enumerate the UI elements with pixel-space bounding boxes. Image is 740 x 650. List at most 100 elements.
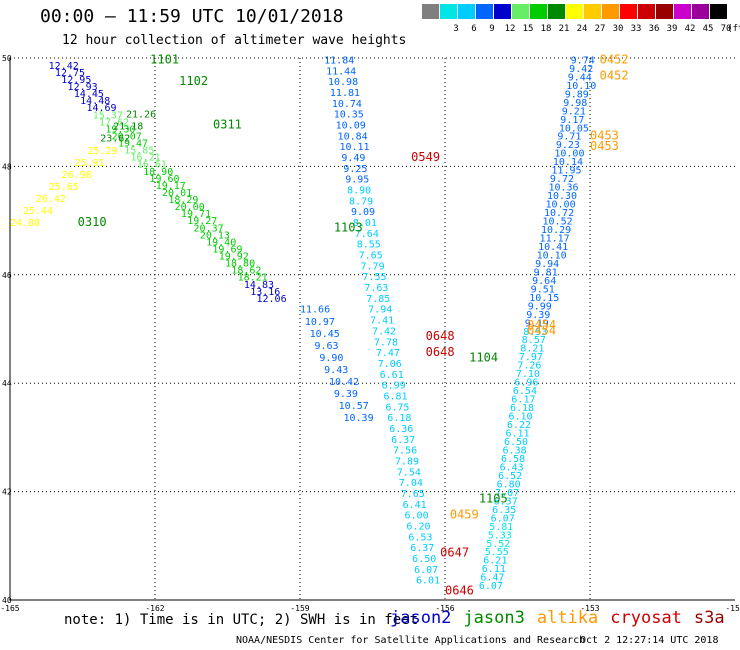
swh-value-jason2: 5.33 [488,530,512,541]
swh-value-jason2: 10.05 [559,123,589,134]
swh-value-jason3: 19.60 [149,174,179,185]
swh-value-jason3: 20.07 [112,131,142,142]
swh-value-jason2: 7.47 [376,348,400,359]
swh-value-jason2: 6.38 [503,445,527,456]
legend-swatch [692,4,709,19]
lon-label: -159 [290,604,309,613]
swh-value-jason3: 21.18 [113,122,143,133]
swh-value-jason3: 19.92 [219,252,249,263]
swh-value-jason2: 6.50 [504,437,528,448]
swh-value-jason2: 10.00 [554,149,584,160]
legend-label: 45 [702,24,714,34]
lat-label: 48 [2,162,12,171]
swh-value-jason3: 14.69 [86,103,116,114]
satellite-jason3: jason3 [463,608,525,628]
swh-value-jason2: 6.75 [385,402,409,413]
swh-value-jason2: 7.54 [397,467,421,478]
track-time-cryosat: 0648 [426,329,455,343]
swh-value-jason2: 8.01 [353,218,377,229]
track-time-altika: 0452 [600,69,629,83]
legend-label: 24 [576,24,588,34]
lon-label: -150 [725,604,740,613]
lon-label: -156 [435,604,454,613]
legend-swatch [602,4,619,19]
lat-label: 46 [2,271,12,280]
swh-value-jason2: 7.65 [401,489,425,500]
swh-value-jason2: 9.39 [334,389,358,400]
generation-timestamp: Oct 2 12:27:14 UTC 2018 [580,635,719,646]
swh-value-jason2: 7.64 [355,229,379,240]
swh-value-jason2: 6.37 [391,435,415,446]
swh-value-jason2: 10.29 [541,225,571,236]
satellite-legend: jason2 jason3 altika cryosat s3a [390,608,737,628]
track-time-cryosat: 0646 [445,584,474,598]
swh-value-jason2: 9.64 [532,276,556,287]
swh-value-jason2: 9.51 [531,284,555,295]
swh-value-jason2: 6.54 [513,386,537,397]
swh-value-jason2: 10.72 [544,208,574,219]
swh-value-jason3: 19.71 [181,209,211,220]
swh-value-jason3: 13.16 [250,287,280,298]
swh-value-jason2: 7.79 [361,261,385,272]
swh-value-jason3: 12.75 [55,68,85,79]
track-time-jason3: 0311 [213,117,242,131]
swh-value-jason2: 6.99 [382,381,406,392]
swh-value-jason2: 6.52 [498,471,522,482]
swh-value-jason3: 14.45 [74,89,104,100]
swh-value-jason2: 9.19 [525,318,549,329]
track-time-altika: 0453 [590,128,619,142]
swh-value-jason2: 10.84 [338,131,368,142]
swh-value-jason2: 11.81 [330,88,360,99]
swh-value-jason2: 11.44 [326,66,356,77]
legend-label: 33 [630,24,642,34]
track-time-altika: 0454 [527,318,556,332]
footnote: note: 1) Time is in UTC; 2) SWH is in fe… [64,612,419,628]
swh-value-jason3: 16.21 [131,153,161,164]
lat-label: 42 [2,488,12,497]
lon-label: -153 [580,604,599,613]
swh-value-jason3: 18.90 [143,167,173,178]
swh-value-jason2: 9.71 [557,132,581,143]
swh-value-jason2: 10.30 [547,191,577,202]
swh-value-jason2: 9.09 [351,207,375,218]
swh-value-jason2: 6.41 [403,500,427,511]
swh-value-jason2: 7.04 [399,478,423,489]
swh-value-jason3: 19.69 [212,244,242,255]
swh-value-jason2: 6.21 [483,556,507,567]
track-time-cryosat: 0549 [411,150,440,164]
swh-value-jason2: 10.42 [329,377,359,388]
track-time-cryosat: 0647 [440,546,469,560]
swh-value-jason2: 7.63 [364,283,388,294]
swh-value-jason2: 9.63 [315,341,339,352]
satellite-cryosat: cryosat [610,608,682,628]
swh-value-jason3: 15.37 [93,110,123,121]
swh-value-jason2: 9.21 [562,106,586,117]
swh-value-jason3: 18.80 [225,259,255,270]
swh-value-jason2: 8.57 [522,335,546,346]
swh-value-jason2: 7.65 [359,251,383,262]
swh-value-jason2: 9.42 [569,64,593,75]
legend-swatch [566,4,583,19]
swh-value-jason2: 6.10 [508,412,532,423]
legend-swatch [584,4,601,19]
satellite-s3a: s3a [693,608,725,628]
swh-value-jason2: 7.42 [372,326,396,337]
swh-value-jason3: 21.26 [126,110,156,121]
legend-label: 27 [594,24,606,34]
swh-value-jason2: 7.97 [519,352,543,363]
swh-value-jason2: 9.39 [526,310,550,321]
swh-value-jason2: 9.49 [341,153,365,164]
swh-value-jason2: 9.23 [556,140,580,151]
swh-value-jason2: 7.89 [395,457,419,468]
swh-value-jason3: 25.65 [49,182,79,193]
swh-value-jason2: 10.10 [537,250,567,261]
swh-value-jason2: 8.21 [520,344,544,355]
swh-value-jason2: 6.35 [492,505,516,516]
track-time-jason3: 1103 [334,220,363,234]
swh-value-jason3: 20.13 [200,230,230,241]
swh-value-jason3: 20.01 [162,188,192,199]
swh-value-jason2: 7.94 [368,305,392,316]
swh-value-jason2: 6.18 [387,413,411,424]
swh-value-jason2: 9.81 [534,267,558,278]
